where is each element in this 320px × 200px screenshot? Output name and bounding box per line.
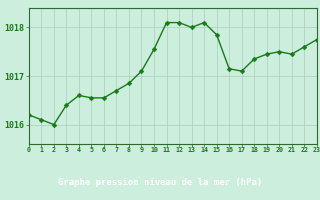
Text: Graphe pression niveau de la mer (hPa): Graphe pression niveau de la mer (hPa): [58, 178, 262, 187]
